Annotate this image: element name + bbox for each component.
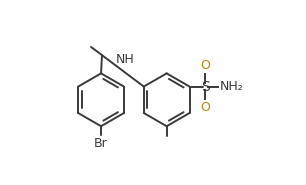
Text: NH: NH [115,53,134,66]
Text: O: O [200,59,210,72]
Text: NH₂: NH₂ [220,80,243,93]
Text: O: O [200,101,210,114]
Text: S: S [201,80,209,94]
Text: Br: Br [94,137,108,150]
